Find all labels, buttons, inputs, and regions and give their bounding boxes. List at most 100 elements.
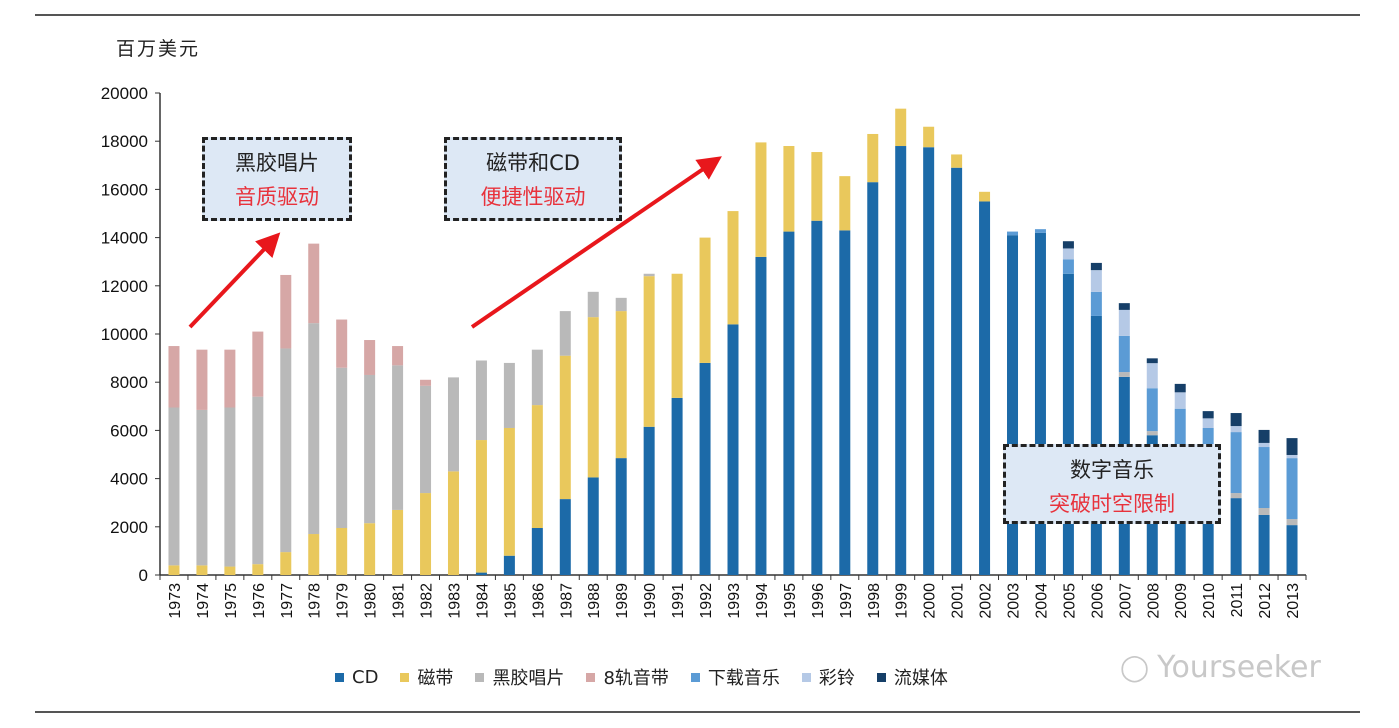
bar-segment [392, 365, 404, 510]
legend-swatch [690, 672, 700, 682]
legend-item: 彩铃 [801, 664, 855, 690]
bar-segment [1034, 232, 1046, 575]
y-tick-label: 4000 [110, 470, 148, 489]
bar-segment [615, 297, 627, 312]
bar-segment [643, 276, 655, 427]
watermark: ◯ Yourseeker [1120, 650, 1321, 685]
bar-segment [1230, 498, 1242, 575]
annotation-subtitle: 音质驱动 [235, 185, 319, 209]
bar-segment [1090, 262, 1102, 271]
x-tick-label: 2002 [978, 583, 995, 619]
bar-segment [308, 534, 320, 575]
bar-segment [1230, 426, 1242, 433]
x-tick-label: 2012 [1257, 583, 1274, 619]
x-tick-label: 2007 [1117, 583, 1134, 619]
y-tick-label: 18000 [101, 132, 148, 151]
bar-segment [559, 311, 571, 356]
bar-segment [867, 182, 879, 576]
annotation-title: 数字音乐 [1070, 458, 1154, 482]
bar-segment [364, 340, 376, 375]
x-tick-label: 2001 [950, 583, 967, 619]
bar-segment [475, 440, 487, 573]
bar-segment [1146, 358, 1158, 364]
y-tick-label: 6000 [110, 421, 148, 440]
bar-segment [923, 126, 935, 148]
x-tick-label: 1980 [363, 583, 380, 619]
bar-segment [895, 108, 907, 147]
bar-segment [1174, 408, 1186, 467]
trend-arrow [188, 232, 281, 329]
bar-segment [1034, 229, 1046, 233]
x-tick-label: 1981 [391, 583, 408, 619]
x-tick-label: 1990 [642, 583, 659, 619]
bar-segment [475, 360, 487, 441]
y-axis-unit-label: 百万美元 [116, 38, 201, 60]
bar-segment [420, 385, 432, 494]
bar-segment [1007, 231, 1019, 236]
bar-segment [699, 362, 711, 575]
x-tick-label: 1982 [419, 583, 436, 619]
bar-segment [699, 237, 711, 363]
bar-segment [168, 407, 180, 566]
x-tick-label: 1984 [474, 583, 491, 619]
x-tick-label: 2008 [1145, 583, 1162, 619]
bar-segment [420, 379, 432, 386]
bar-segment [168, 346, 180, 408]
bar-segment [224, 407, 236, 567]
bar-segment [280, 348, 292, 553]
legend-swatch [335, 672, 344, 682]
bar-segment [280, 552, 292, 575]
bar-segment [224, 349, 236, 408]
bar-segment [867, 133, 879, 183]
legend-label: 磁带 [417, 668, 454, 689]
bar-segment [420, 493, 432, 575]
bar-segment [615, 311, 627, 459]
legend-label: 流媒体 [893, 668, 948, 689]
bar-segment [979, 201, 991, 575]
legend: CD 磁带 黑胶唱片 8轨音带 下载音乐 彩铃 流媒体 [335, 664, 948, 690]
bar-segment [252, 331, 264, 397]
x-tick-label: 1974 [195, 583, 212, 619]
y-tick-label: 14000 [101, 229, 148, 248]
legend-swatch [801, 672, 811, 682]
annotation-subtitle: 突破时空限制 [1049, 492, 1175, 516]
legend-swatch [876, 672, 886, 682]
bar-segment [783, 231, 795, 575]
x-tick-label: 2009 [1173, 583, 1190, 619]
x-tick-label: 1994 [754, 583, 771, 619]
bar-segment [308, 243, 320, 324]
bar-segment [1202, 493, 1214, 575]
bar-segment [979, 191, 991, 202]
x-tick-label: 2010 [1201, 583, 1218, 619]
bar-segment [224, 566, 236, 575]
x-tick-label: 1977 [279, 583, 296, 619]
bar-segment [811, 220, 823, 576]
x-tick-label: 1991 [670, 583, 687, 619]
bar-segment [336, 528, 348, 575]
bar-segment [392, 346, 404, 366]
bar-segment [643, 273, 655, 277]
bar-segment [1174, 392, 1186, 409]
x-tick-label: 2003 [1006, 583, 1023, 619]
bar-segment [1090, 270, 1102, 292]
bar-segment [1286, 525, 1298, 575]
bar-segment [252, 564, 264, 575]
legend-label: 下载音乐 [707, 668, 780, 689]
bar-segment [1118, 303, 1130, 310]
x-tick-label: 1996 [810, 583, 827, 619]
x-tick-label: 1989 [614, 583, 631, 619]
bar-segment [364, 374, 376, 524]
legend-item: 8轨音带 [586, 664, 669, 690]
bar-segment [1258, 442, 1270, 448]
x-tick-label: 1987 [558, 583, 575, 619]
bar-segment [811, 152, 823, 221]
bar-segment [559, 355, 571, 500]
x-tick-label: 1995 [782, 583, 799, 619]
bar-segment [280, 274, 292, 349]
bar-segment [503, 555, 515, 575]
legend-swatch [475, 672, 485, 682]
bar-segment [587, 477, 599, 575]
bar-segment [531, 528, 543, 575]
bar-segment [1007, 235, 1019, 575]
bar-segment [475, 572, 487, 575]
